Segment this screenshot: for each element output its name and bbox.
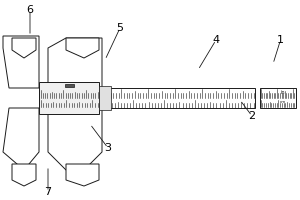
Text: cm: cm <box>280 100 286 104</box>
Text: 5: 5 <box>116 23 124 33</box>
Text: 4: 4 <box>212 35 220 45</box>
Polygon shape <box>3 108 39 170</box>
Text: 7: 7 <box>44 187 52 197</box>
Bar <box>39 88 255 108</box>
Text: in: in <box>281 90 285 96</box>
Text: 3: 3 <box>104 143 112 153</box>
Polygon shape <box>99 86 111 110</box>
Bar <box>39 82 99 114</box>
Polygon shape <box>66 38 99 58</box>
Text: 6: 6 <box>26 5 34 15</box>
Text: 2: 2 <box>248 111 256 121</box>
Bar <box>260 88 296 108</box>
Polygon shape <box>48 38 102 88</box>
Polygon shape <box>48 108 102 170</box>
Polygon shape <box>12 164 36 186</box>
Polygon shape <box>66 164 99 186</box>
Text: 1: 1 <box>277 35 284 45</box>
Polygon shape <box>12 38 36 58</box>
Polygon shape <box>3 36 39 88</box>
Bar <box>64 84 74 87</box>
